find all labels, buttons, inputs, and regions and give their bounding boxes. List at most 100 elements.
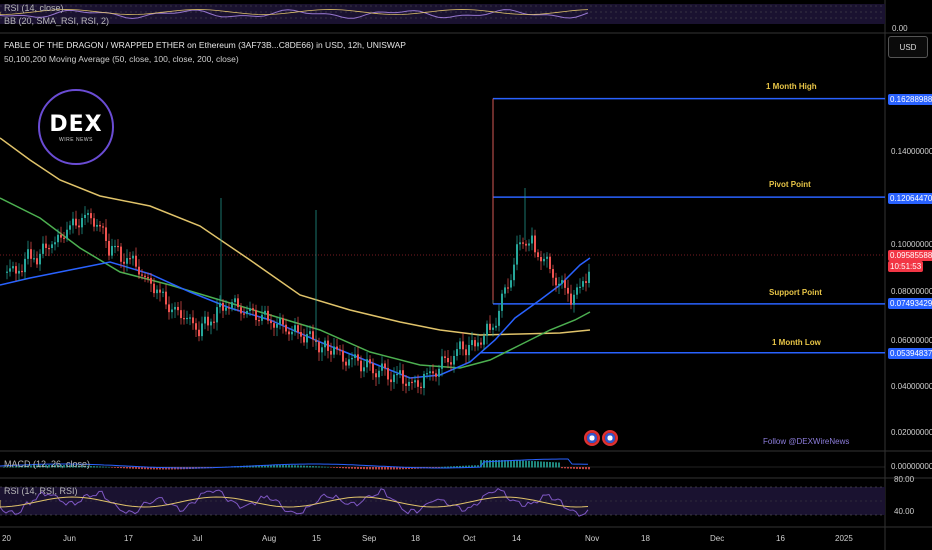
x-axis-label: Nov — [585, 534, 600, 543]
macd-histogram-bar — [582, 467, 584, 470]
candle-body — [243, 313, 245, 315]
candle-body — [177, 306, 179, 311]
candle-body — [543, 258, 545, 262]
macd-histogram-bar — [123, 467, 125, 469]
currency-button[interactable]: USD — [888, 36, 928, 58]
candle-body — [501, 293, 503, 311]
candle-body — [471, 340, 473, 346]
candle-body — [108, 240, 110, 256]
macd-histogram-bar — [561, 467, 563, 469]
candle-body — [246, 310, 248, 315]
candle-body — [333, 346, 335, 355]
candle-body — [150, 277, 152, 284]
macd-histogram-bar — [309, 465, 311, 468]
candle-body — [282, 318, 284, 325]
macd-histogram-bar — [372, 467, 374, 470]
candle-body — [87, 213, 89, 215]
current-price-tag: 0.09585588 — [888, 250, 932, 261]
candle-body — [297, 325, 299, 333]
macd-histogram-bar — [114, 467, 116, 468]
candle-body — [360, 360, 362, 372]
candle-body — [183, 318, 185, 320]
candle-body — [420, 386, 422, 389]
candle-body — [39, 253, 41, 265]
candle-body — [162, 291, 164, 293]
candle-body — [147, 277, 149, 279]
macd-histogram-bar — [57, 465, 59, 468]
macd-histogram-bar — [117, 467, 119, 468]
candle-body — [195, 323, 197, 330]
candle-body — [306, 334, 308, 343]
us-flag-icon[interactable] — [602, 430, 618, 446]
candle-body — [498, 310, 500, 326]
level-tag-support: 0.07493429 — [888, 298, 932, 309]
x-axis-label: Jul — [192, 534, 203, 543]
macd-histogram-bar — [486, 460, 488, 468]
macd-label: MACD (12, 26, close) — [4, 459, 91, 469]
macd-histogram-bar — [261, 465, 263, 468]
macd-histogram-bar — [162, 467, 164, 470]
candle-body — [204, 316, 206, 324]
candle-body — [189, 317, 191, 319]
macd-histogram-bar — [66, 465, 68, 468]
candle-body — [429, 371, 431, 374]
candle-body — [18, 270, 20, 274]
ma-100-line — [0, 197, 591, 369]
dex-wire-news-logo: DEX WIRE NEWS — [38, 89, 114, 165]
macd-histogram-bar — [9, 466, 11, 468]
top-axis-price: 0.00 — [892, 24, 908, 33]
macd-histogram-bar — [528, 460, 530, 468]
macd-histogram-bar — [378, 467, 380, 470]
candle-body — [516, 244, 518, 265]
candle-body — [546, 256, 548, 259]
candle-body — [288, 331, 290, 335]
candle-body — [123, 261, 125, 264]
candle-body — [327, 340, 329, 351]
macd-histogram-bar — [297, 465, 299, 468]
candle-body — [198, 329, 200, 337]
candle-body — [99, 224, 101, 227]
candle-body — [279, 318, 281, 324]
candle-body — [363, 367, 365, 372]
candle-body — [90, 213, 92, 219]
candle-body — [330, 350, 332, 355]
candle-body — [522, 242, 524, 244]
macd-histogram-bar — [516, 460, 518, 468]
candle-body — [9, 268, 11, 272]
candle-body — [393, 374, 395, 383]
macd-histogram-bar — [339, 467, 341, 469]
candle-body — [72, 218, 74, 226]
candle-body — [270, 320, 272, 324]
candle-body — [201, 323, 203, 337]
x-axis-label: 2025 — [835, 534, 853, 543]
candle-body — [525, 243, 527, 246]
macd-histogram-bar — [354, 467, 356, 469]
macd-histogram-bar — [27, 465, 29, 468]
candle-body — [291, 331, 293, 335]
macd-histogram-bar — [18, 465, 20, 468]
candle-body — [318, 342, 320, 353]
candle-body — [276, 323, 278, 328]
us-flag-icon[interactable] — [584, 430, 600, 446]
candle-body — [537, 252, 539, 258]
countdown-tag: 10:51:53 — [888, 261, 924, 272]
macd-histogram-bar — [3, 466, 5, 468]
candle-body — [144, 275, 146, 278]
macd-histogram-bar — [285, 465, 287, 468]
candle-body — [192, 317, 194, 324]
macd-histogram-bar — [312, 466, 314, 468]
candle-body — [324, 340, 326, 348]
candle-body — [129, 258, 131, 260]
candle-body — [585, 281, 587, 283]
candle-body — [357, 354, 359, 361]
macd-histogram-bar — [381, 467, 383, 470]
macd-histogram-bar — [438, 467, 440, 468]
macd-histogram-bar — [480, 460, 482, 468]
macd-histogram-bar — [90, 465, 92, 468]
candle-body — [372, 363, 374, 374]
candle-body — [255, 310, 257, 321]
candle-body — [69, 225, 71, 230]
macd-histogram-bar — [159, 467, 161, 470]
macd-histogram-bar — [513, 460, 515, 468]
